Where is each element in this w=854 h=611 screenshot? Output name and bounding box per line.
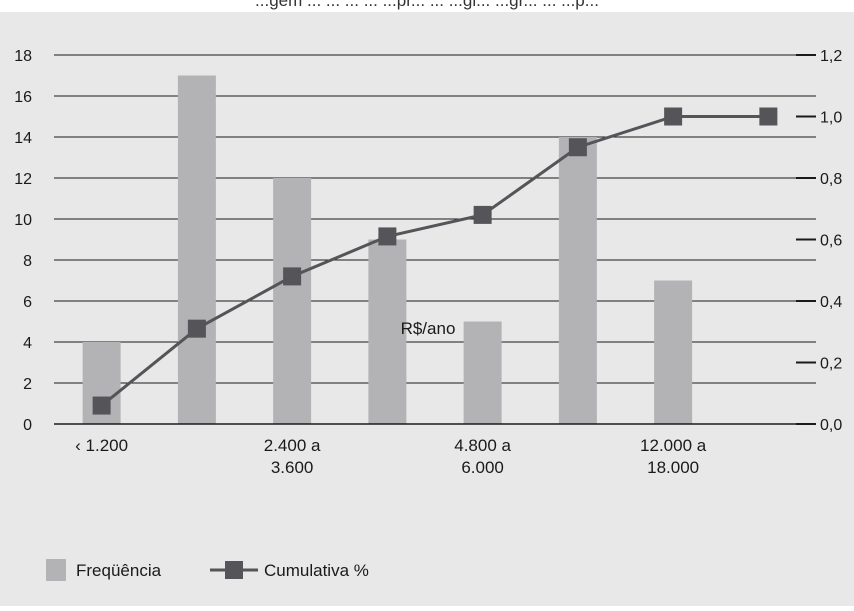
right-tick-label-4: 0,8 [820, 171, 842, 188]
x-tick-label-0: ‹ 1.200 [75, 436, 128, 455]
left-tick-label-1: 2 [23, 376, 32, 393]
cumulative-point-1 [187, 319, 206, 338]
cumulative-point-0 [92, 396, 111, 415]
left-tick-label-6: 12 [14, 171, 32, 188]
chart-panel: 0 2 4 6 8 10 12 14 16 18 0,0 0,2 0,4 0,6 0,8 1,0 1,2 ‹ … [0, 12, 854, 606]
left-tick-label-0: 0 [23, 417, 32, 434]
legend-line-label: Cumulativa % [264, 561, 369, 580]
bar-2 [273, 178, 312, 424]
right-tick-label-3: 0,6 [820, 233, 842, 250]
bar-series [82, 75, 693, 424]
cumulative-point-3 [378, 227, 397, 246]
left-tick-label-2: 4 [23, 335, 32, 352]
left-tick-label-3: 6 [23, 294, 32, 311]
chart-svg: 0 2 4 6 8 10 12 14 16 18 0,0 0,2 0,4 0,6 0,8 1,0 1,2 ‹ … [14, 48, 842, 581]
x-axis-title: R$/ano [401, 319, 456, 338]
cumulative-point-6 [664, 107, 683, 126]
left-tick-label-4: 8 [23, 253, 32, 270]
right-axis-ticks: 0,0 0,2 0,4 0,6 0,8 1,0 1,2 [796, 48, 842, 434]
bar-6 [654, 280, 693, 424]
cumulative-point-2 [283, 267, 302, 286]
cumulative-point-7 [759, 107, 778, 126]
left-tick-label-9: 18 [14, 48, 32, 65]
right-tick-label-5: 1,0 [820, 110, 842, 127]
line-series [92, 107, 778, 415]
left-tick-label-7: 14 [14, 130, 32, 147]
right-tick-label-1: 0,2 [820, 356, 842, 373]
left-tick-label-5: 10 [14, 212, 32, 229]
legend-bar-swatch [46, 559, 66, 581]
legend-line-marker [225, 561, 243, 579]
top-strip: ...gem ... ... ... ... ...pr... ... ...g… [0, 0, 854, 12]
chart-title-fragment: ...gem ... ... ... ... ...pr... ... ...g… [255, 0, 599, 10]
left-tick-label-8: 16 [14, 89, 32, 106]
right-tick-label-6: 1,2 [820, 48, 842, 65]
bar-3 [368, 239, 407, 424]
x-tick-label-2: 2.400 a 3.600 [264, 436, 321, 477]
cumulative-point-5 [568, 138, 587, 157]
right-tick-label-2: 0,4 [820, 294, 842, 311]
legend: Freqüência Cumulativa % [46, 559, 369, 581]
cumulative-point-4 [473, 205, 492, 224]
bar-1 [177, 75, 216, 424]
bar-5 [558, 137, 597, 424]
left-axis-ticks: 0 2 4 6 8 10 12 14 16 18 [14, 48, 32, 434]
x-tick-label-4: 4.800 a 6.000 [454, 436, 511, 477]
legend-bar-label: Freqüência [76, 561, 162, 580]
bar-4 [463, 321, 502, 424]
x-tick-label-6: 12.000 a 18.000 [640, 436, 707, 477]
right-tick-label-0: 0,0 [820, 417, 842, 434]
cumulative-line [100, 115, 769, 407]
